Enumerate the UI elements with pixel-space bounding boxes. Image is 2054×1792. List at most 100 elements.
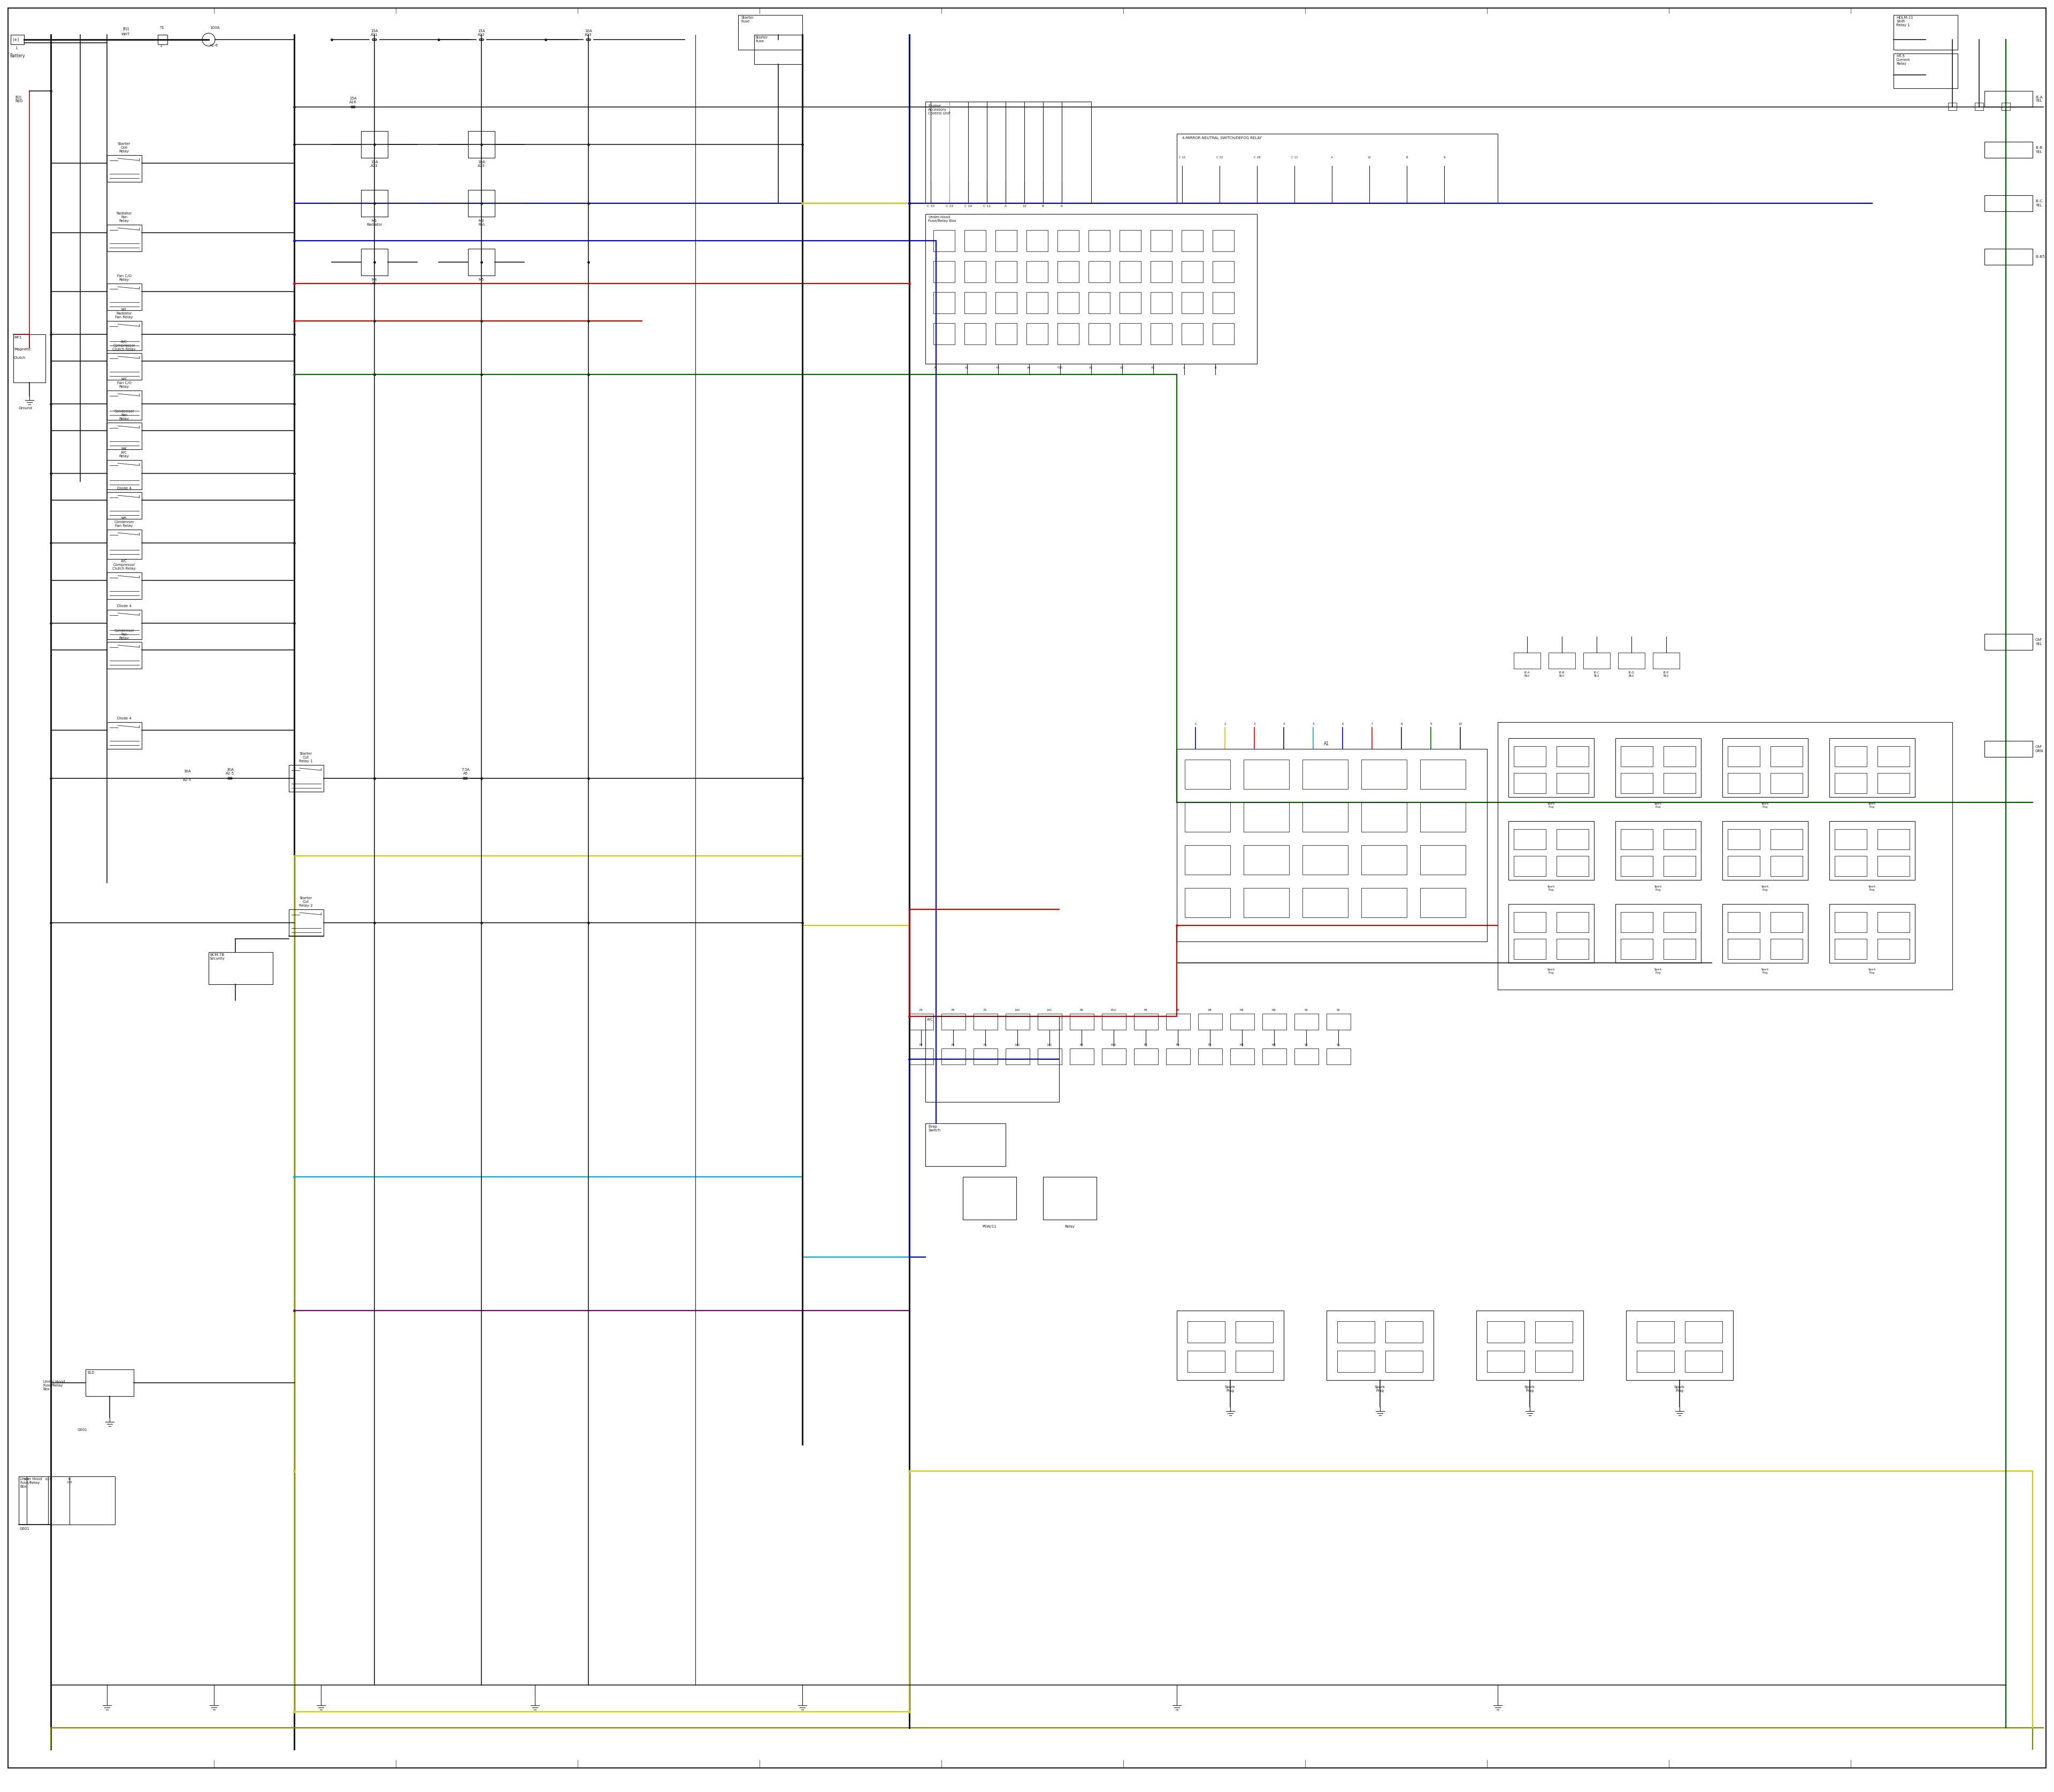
Text: Spark
Plug: Spark Plug (1653, 968, 1662, 975)
Bar (1684, 1321, 1723, 1342)
Text: T1: T1 (160, 27, 164, 29)
Text: Spark
Plug: Spark Plug (1869, 968, 1875, 975)
Bar (1043, 1177, 1097, 1220)
Bar (1534, 1321, 1573, 1342)
Bar (107, 423, 142, 450)
Bar (1362, 760, 1407, 788)
Bar (1134, 1048, 1158, 1064)
Bar (910, 1048, 933, 1064)
Bar (1181, 292, 1204, 314)
Bar (1877, 912, 1910, 932)
Text: S5: S5 (1304, 1043, 1308, 1047)
Text: 140: 140 (1015, 1009, 1021, 1011)
Bar (1027, 229, 1048, 251)
Text: PSW/11: PSW/11 (982, 1226, 996, 1228)
Text: M5: M5 (479, 278, 485, 285)
Bar (1877, 857, 1910, 876)
Text: P8: P8 (1144, 1009, 1148, 1011)
Text: P10: P10 (1111, 1009, 1117, 1011)
Text: CAF
GRN: CAF GRN (2036, 745, 2044, 753)
Text: Spark
Plug: Spark Plug (1674, 1385, 1684, 1392)
Bar (1302, 803, 1347, 831)
Bar (1212, 262, 1234, 283)
Text: 12: 12 (1023, 204, 1027, 208)
Text: C 10: C 10 (1179, 156, 1185, 159)
Text: P4: P4 (920, 1043, 922, 1047)
Text: 141: 141 (1048, 1043, 1052, 1047)
Text: Condenser
Fan
Relay: Condenser Fan Relay (115, 629, 134, 640)
Bar (362, 249, 388, 276)
Text: EL-S: EL-S (45, 1478, 51, 1480)
Bar (1664, 857, 1697, 876)
Bar (1212, 229, 1234, 251)
Bar (1181, 323, 1204, 344)
Bar (1984, 91, 2033, 108)
Bar (1230, 1014, 1255, 1030)
Bar (737, 14, 803, 50)
Text: P9: P9 (1177, 1009, 1179, 1011)
Bar (1508, 903, 1594, 962)
Text: Starter
Cut
Relay 2: Starter Cut Relay 2 (300, 896, 312, 907)
Bar (1419, 889, 1467, 918)
Bar (362, 190, 388, 217)
Bar (1119, 292, 1140, 314)
Bar (1237, 1351, 1273, 1373)
Text: 10A
A23: 10A A23 (585, 29, 592, 36)
Text: M1: M1 (1241, 1009, 1245, 1011)
Bar (1771, 772, 1803, 794)
Bar (1727, 772, 1760, 794)
Bar (1187, 1351, 1224, 1373)
Text: 7.5A
A5: 7.5A A5 (460, 769, 470, 776)
Text: IE-C
YEL: IE-C YEL (2036, 199, 2042, 206)
Bar (1181, 229, 1204, 251)
Text: M3
Fan: M3 Fan (479, 219, 485, 226)
Text: Spark
Plug: Spark Plug (1869, 885, 1875, 891)
Text: IE-A
BLU: IE-A BLU (1524, 672, 1530, 677)
Bar (1621, 939, 1653, 959)
Text: 15A
A21: 15A A21 (372, 161, 378, 167)
Text: P9: P9 (1080, 1009, 1082, 1011)
Text: 15A
A22: 15A A22 (479, 29, 485, 36)
Text: [EJ]: [EJ] (123, 27, 129, 30)
Text: A/C
Compressor
Clutch Relay: A/C Compressor Clutch Relay (113, 340, 136, 351)
Text: G001: G001 (78, 1428, 88, 1432)
Bar (1006, 1014, 1029, 1030)
Text: A4: A4 (1027, 366, 1031, 369)
Bar (1101, 1048, 1126, 1064)
Text: Clutch: Clutch (14, 357, 27, 360)
Text: P10: P10 (1111, 1043, 1117, 1047)
Text: C 24: C 24 (963, 204, 972, 208)
Text: MF1: MF1 (14, 335, 23, 339)
Bar (1497, 722, 1953, 989)
Bar (1294, 1048, 1319, 1064)
Bar (2001, 102, 2011, 109)
Text: Starter
Fuse: Starter Fuse (756, 36, 768, 43)
Bar (941, 1048, 965, 1064)
Text: M1: M1 (1241, 1043, 1245, 1047)
Text: M1
Radiator
Fan Relay: M1 Radiator Fan Relay (115, 308, 134, 319)
Bar (1614, 821, 1701, 880)
Text: 30A: 30A (183, 771, 191, 772)
Bar (1584, 652, 1610, 668)
Bar (1664, 939, 1697, 959)
Text: 12: 12 (1368, 156, 1372, 159)
Bar (963, 1177, 1017, 1220)
Bar (1771, 912, 1803, 932)
Bar (1771, 939, 1803, 959)
Text: M1
Radiator: M1 Radiator (366, 219, 382, 226)
Text: IE-B
YEL: IE-B YEL (2036, 147, 2042, 154)
Text: Spark
Plug: Spark Plug (1524, 1385, 1534, 1392)
Bar (933, 262, 955, 283)
Bar (926, 213, 1257, 364)
Text: A2: A2 (965, 366, 969, 369)
Bar (1058, 292, 1078, 314)
Bar (1070, 1014, 1095, 1030)
Text: 100A: 100A (210, 27, 220, 29)
Text: M5
Condenser
Fan Relay: M5 Condenser Fan Relay (115, 516, 134, 527)
Bar (996, 292, 1017, 314)
Bar (107, 391, 142, 419)
Bar (1167, 1014, 1189, 1030)
Text: Relay: Relay (1064, 1226, 1074, 1228)
Text: Diode 4: Diode 4 (117, 487, 131, 489)
Text: 10: 10 (1458, 722, 1462, 726)
